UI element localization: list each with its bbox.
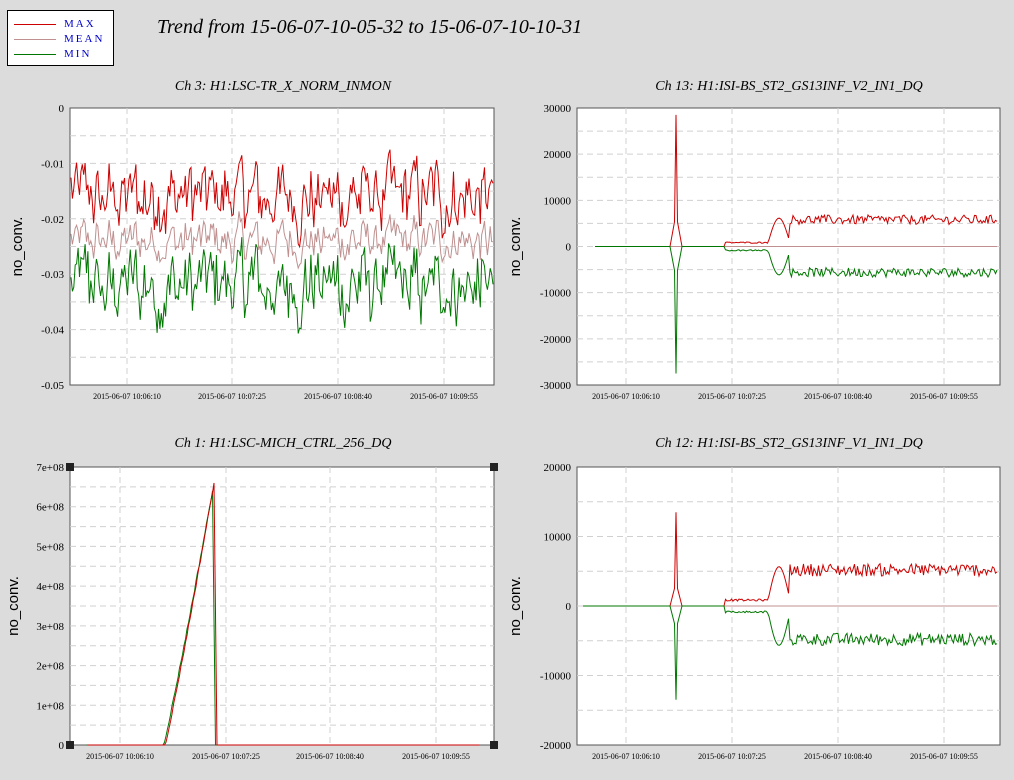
series-line-mean bbox=[70, 211, 494, 270]
corner-handle bbox=[490, 741, 498, 749]
legend-swatch-max bbox=[14, 24, 56, 25]
y-tick-label: -10000 bbox=[540, 671, 572, 683]
y-tick-label: -10000 bbox=[540, 288, 572, 300]
y-tick-label: -20000 bbox=[540, 334, 572, 346]
series-line-min bbox=[583, 605, 998, 700]
x-tick-label: 2015-06-07 10:09:55 bbox=[410, 392, 478, 401]
legend-label-mean: MEAN bbox=[64, 33, 105, 45]
y-tick-label: 0 bbox=[59, 740, 65, 752]
page-title: Trend from 15-06-07-10-05-32 to 15-06-07… bbox=[157, 16, 583, 38]
x-tick-label: 2015-06-07 10:07:25 bbox=[198, 392, 266, 401]
y-tick-label: 1e+08 bbox=[36, 700, 64, 712]
y-tick-label: 4e+08 bbox=[36, 581, 64, 593]
x-tick-label: 2015-06-07 10:07:25 bbox=[698, 392, 766, 401]
y-tick-label: -0.04 bbox=[41, 325, 64, 337]
y-tick-label: 3e+08 bbox=[36, 621, 64, 633]
y-tick-label: 10000 bbox=[544, 532, 572, 544]
x-tick-label: 2015-06-07 10:09:55 bbox=[910, 392, 978, 401]
chart-title: Ch 12: H1:ISI-BS_ST2_GS13INF_V1_IN1_DQ bbox=[655, 436, 923, 451]
y-tick-label: 20000 bbox=[544, 149, 572, 161]
x-tick-label: 2015-06-07 10:06:10 bbox=[93, 392, 161, 401]
chart-panel-3: Ch 1: H1:LSC-MICH_CTRL_256_DQ no_conv. 0 1e… bbox=[5, 436, 498, 761]
y-tick-label: 5e+08 bbox=[36, 541, 64, 553]
y-tick-label: -0.02 bbox=[41, 214, 64, 226]
y-tick-label: -30000 bbox=[540, 380, 572, 392]
x-tick-label: 2015-06-07 10:08:40 bbox=[804, 752, 872, 761]
y-tick-label: -0.03 bbox=[41, 269, 64, 281]
y-tick-label: 7e+08 bbox=[36, 462, 64, 474]
series-line-max bbox=[70, 149, 494, 249]
chart-panel-2: Ch 13: H1:ISI-BS_ST2_GS13INF_V2_IN1_DQno… bbox=[507, 79, 1001, 401]
x-tick-label: 2015-06-07 10:06:10 bbox=[86, 752, 154, 761]
series-line-min bbox=[595, 246, 998, 374]
corner-handle bbox=[66, 463, 74, 471]
series-line-min bbox=[70, 237, 494, 334]
legend-swatch-mean bbox=[14, 39, 56, 40]
y-tick-label: 0 bbox=[566, 601, 572, 613]
x-tick-label: 2015-06-07 10:07:25 bbox=[192, 752, 260, 761]
corner-handle bbox=[66, 741, 74, 749]
x-tick-label: 2015-06-07 10:08:40 bbox=[804, 392, 872, 401]
legend-swatch-min bbox=[14, 54, 56, 55]
legend-item-min: MIN bbox=[8, 47, 113, 61]
x-tick-label: 2015-06-07 10:08:40 bbox=[296, 752, 364, 761]
y-tick-label: -20000 bbox=[540, 740, 572, 752]
x-tick-label: 2015-06-07 10:06:10 bbox=[592, 752, 660, 761]
y-tick-label: 0 bbox=[59, 103, 65, 115]
chart-title: Ch 3: H1:LSC-TR_X_NORM_INMON bbox=[175, 79, 392, 94]
y-tick-label: 20000 bbox=[544, 462, 572, 474]
series-line-max bbox=[88, 482, 480, 746]
y-tick-label: 2e+08 bbox=[36, 661, 64, 673]
y-axis-label: no_conv. bbox=[507, 576, 524, 636]
y-tick-label: 6e+08 bbox=[36, 502, 64, 514]
chart-panel-1: Ch 3: H1:LSC-TR_X_NORM_INMON no_conv. 0 -0.… bbox=[9, 79, 495, 401]
chart-title: Ch 13: H1:ISI-BS_ST2_GS13INF_V2_IN1_DQ bbox=[655, 79, 923, 94]
y-axis-label: no_conv. bbox=[5, 576, 22, 636]
corner-handle bbox=[490, 463, 498, 471]
y-tick-label: 10000 bbox=[544, 195, 572, 207]
x-tick-label: 2015-06-07 10:07:25 bbox=[698, 752, 766, 761]
y-axis-label: no_conv. bbox=[9, 217, 26, 277]
legend-item-max: MAX bbox=[8, 17, 113, 31]
y-tick-label: 0 bbox=[566, 242, 572, 254]
chart-title: Ch 1: H1:LSC-MICH_CTRL_256_DQ bbox=[174, 436, 391, 451]
x-tick-label: 2015-06-07 10:09:55 bbox=[910, 752, 978, 761]
y-tick-label: 30000 bbox=[544, 103, 572, 115]
x-tick-label: 2015-06-07 10:09:55 bbox=[402, 752, 470, 761]
legend-label-min: MIN bbox=[64, 48, 92, 60]
x-tick-label: 2015-06-07 10:06:10 bbox=[592, 392, 660, 401]
x-tick-label: 2015-06-07 10:08:40 bbox=[304, 392, 372, 401]
legend-item-mean: MEAN bbox=[8, 32, 113, 46]
legend-box: MAX MEAN MIN bbox=[7, 10, 114, 66]
legend-label-max: MAX bbox=[64, 18, 96, 30]
y-tick-label: -0.01 bbox=[41, 158, 64, 170]
chart-panel-4: Ch 12: H1:ISI-BS_ST2_GS13INF_V1_IN1_DQno… bbox=[507, 436, 1001, 761]
y-tick-label: -0.05 bbox=[41, 380, 64, 392]
y-axis-label: no_conv. bbox=[507, 217, 524, 277]
